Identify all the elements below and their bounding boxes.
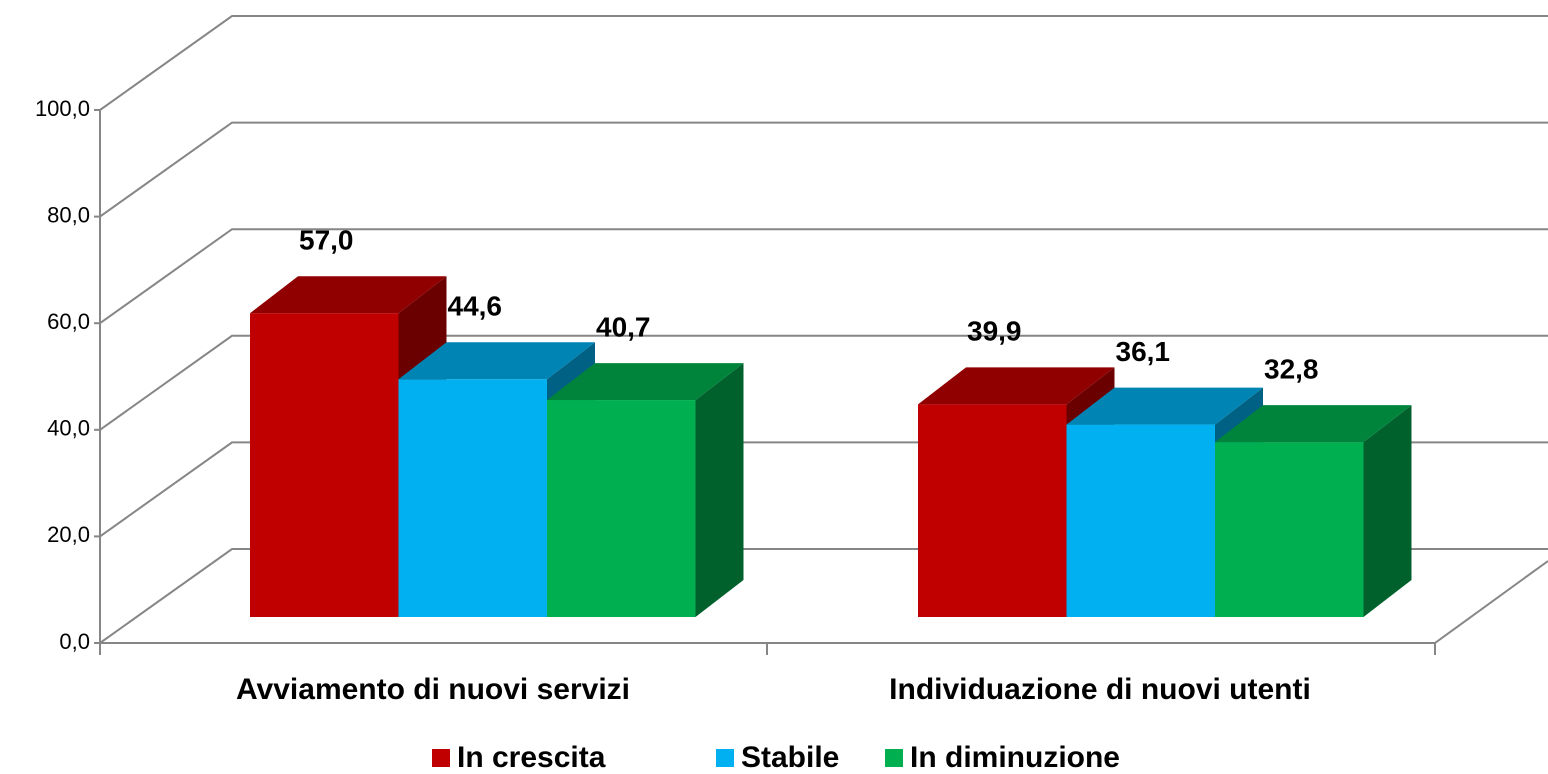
- value-label: 40,7: [596, 311, 651, 342]
- value-label: 36,1: [1116, 336, 1171, 367]
- y-tick-label: 100,0: [35, 96, 90, 121]
- bar-top: [250, 276, 447, 314]
- y-tick-label: 60,0: [47, 309, 90, 334]
- y-tick-label: 80,0: [47, 202, 90, 227]
- legend-swatch: [716, 749, 734, 767]
- grid-line: [99, 121, 1548, 218]
- bar: [1215, 442, 1364, 617]
- y-tick-label: 0,0: [59, 629, 90, 654]
- floor-side: [1434, 560, 1548, 644]
- bar-top: [547, 363, 744, 401]
- value-label: 32,8: [1264, 354, 1319, 385]
- x-tick-label: Avviamento di nuovi servizi: [236, 673, 630, 706]
- bar: [1066, 424, 1215, 617]
- bar-top: [918, 367, 1115, 405]
- bar: [398, 379, 547, 617]
- value-label: 57,0: [299, 225, 354, 256]
- legend-label: Stabile: [741, 741, 839, 774]
- bar: [918, 404, 1067, 617]
- legend-swatch: [885, 749, 903, 767]
- grid-line: [99, 334, 1548, 431]
- bar-top: [398, 342, 595, 380]
- grid-line: [99, 228, 1548, 325]
- y-tick-label: 40,0: [47, 416, 90, 441]
- grid-line: [99, 15, 1548, 111]
- value-label: 39,9: [967, 316, 1022, 347]
- x-tick-label: Individuazione di nuovi utenti: [889, 673, 1311, 706]
- bar: [547, 400, 696, 617]
- bar-side: [1363, 405, 1412, 617]
- legend-label: In diminuzione: [910, 741, 1120, 774]
- bar-side: [695, 363, 744, 617]
- y-tick-label: 20,0: [47, 522, 90, 547]
- bar-top: [1066, 387, 1263, 425]
- legend-swatch: [432, 749, 450, 767]
- bar: [250, 313, 399, 617]
- value-label: 44,6: [448, 291, 503, 322]
- bar-top: [1215, 405, 1412, 443]
- legend-label: In crescita: [457, 741, 606, 774]
